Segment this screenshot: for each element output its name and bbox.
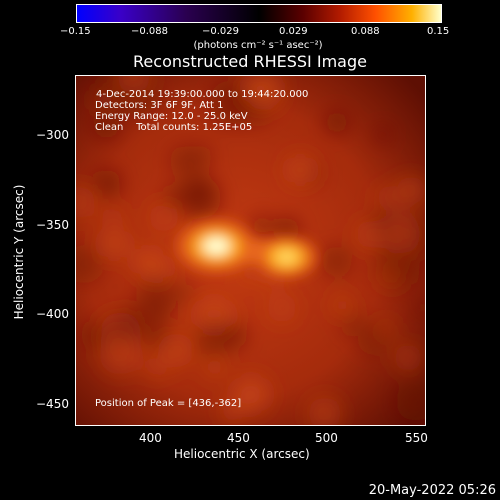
background-mottle bbox=[76, 186, 95, 219]
colorbar-unit-label: (photons cm⁻² s⁻¹ asec⁻²) bbox=[193, 40, 323, 51]
background-mottle bbox=[208, 80, 253, 125]
y-tick-label: −400 bbox=[36, 307, 69, 321]
annotation-peak: Position of Peak = [436,-362] bbox=[95, 398, 242, 409]
annotation-clean: Clean Total counts: 1.25E+05 bbox=[95, 122, 253, 133]
footer-timestamp: 20-May-2022 05:26 bbox=[368, 483, 496, 498]
background-mottle bbox=[374, 126, 391, 143]
background-mottle bbox=[251, 80, 281, 109]
background-mottle bbox=[221, 400, 243, 423]
background-mottle bbox=[133, 248, 159, 274]
x-tick-label: 550 bbox=[405, 431, 428, 445]
background-mottle bbox=[204, 356, 226, 378]
annotation-energy: Energy Range: 12.0 - 25.0 keV bbox=[95, 111, 248, 122]
colorbar-tick: −0.15 bbox=[60, 26, 91, 37]
background-mottle bbox=[148, 202, 180, 233]
background-mottle bbox=[287, 157, 314, 183]
background-mottle bbox=[325, 110, 349, 135]
background-mottle bbox=[238, 263, 258, 283]
background-mottle bbox=[145, 323, 170, 348]
colorbar-tick: 0.15 bbox=[427, 26, 450, 37]
colorbar-tick: 0.088 bbox=[351, 26, 380, 37]
colorbar-tick: −0.029 bbox=[202, 26, 240, 37]
colorbar-tick: 0.029 bbox=[279, 26, 308, 37]
background-mottle bbox=[266, 293, 297, 323]
hxr-source-2 bbox=[277, 250, 297, 264]
colorbar bbox=[76, 4, 442, 23]
hxr-source-1 bbox=[203, 237, 230, 255]
background-mottle bbox=[175, 283, 194, 301]
x-tick-label: 500 bbox=[315, 431, 338, 445]
x-tick-label: 400 bbox=[139, 431, 162, 445]
background-mottle bbox=[376, 185, 400, 209]
background-mottle bbox=[357, 323, 390, 356]
background-mottle bbox=[332, 295, 353, 315]
background-mottle bbox=[321, 245, 353, 277]
background-mottle bbox=[194, 320, 233, 359]
background-mottle bbox=[413, 297, 425, 318]
background-mottle bbox=[100, 230, 129, 258]
background-mottle bbox=[380, 213, 421, 254]
background-mottle bbox=[94, 89, 116, 111]
background-mottle bbox=[117, 76, 151, 93]
background-mottle bbox=[101, 207, 124, 230]
background-mottle bbox=[308, 397, 342, 425]
heatmap-image bbox=[76, 76, 425, 425]
background-mottle bbox=[93, 112, 120, 139]
chart-title: Reconstructed RHESSI Image bbox=[133, 52, 367, 71]
background-mottle bbox=[92, 169, 122, 198]
background-mottle bbox=[76, 244, 103, 285]
background-mottle bbox=[397, 176, 425, 205]
x-axis-label: Heliocentric X (arcsec) bbox=[174, 447, 310, 461]
background-mottle bbox=[177, 176, 222, 220]
background-mottle bbox=[341, 312, 366, 337]
y-axis-label: Heliocentric Y (arcsec) bbox=[12, 184, 26, 320]
annotation-detectors: Detectors: 3F 6F 9F, Att 1 bbox=[95, 100, 224, 111]
x-tick-label: 450 bbox=[227, 431, 250, 445]
background-mottle bbox=[106, 313, 140, 347]
background-mottle bbox=[251, 214, 272, 234]
background-mottle bbox=[394, 343, 422, 372]
annotation-time: 4-Dec-2014 19:39:00.000 to 19:44:20.000 bbox=[96, 89, 309, 100]
y-tick-label: −450 bbox=[36, 397, 69, 411]
plot-area: 4-Dec-2014 19:39:00.000 to 19:44:20.000 … bbox=[75, 75, 426, 426]
background-mottle bbox=[169, 145, 200, 177]
background-mottle bbox=[395, 381, 425, 422]
colorbar-tick: −0.088 bbox=[131, 26, 169, 37]
background-mottle bbox=[146, 357, 168, 378]
background-mottle bbox=[380, 266, 399, 285]
y-tick-label: −300 bbox=[36, 128, 69, 142]
y-tick-label: −350 bbox=[36, 218, 69, 232]
background-mottle bbox=[233, 376, 269, 412]
background-mottle bbox=[136, 276, 178, 317]
